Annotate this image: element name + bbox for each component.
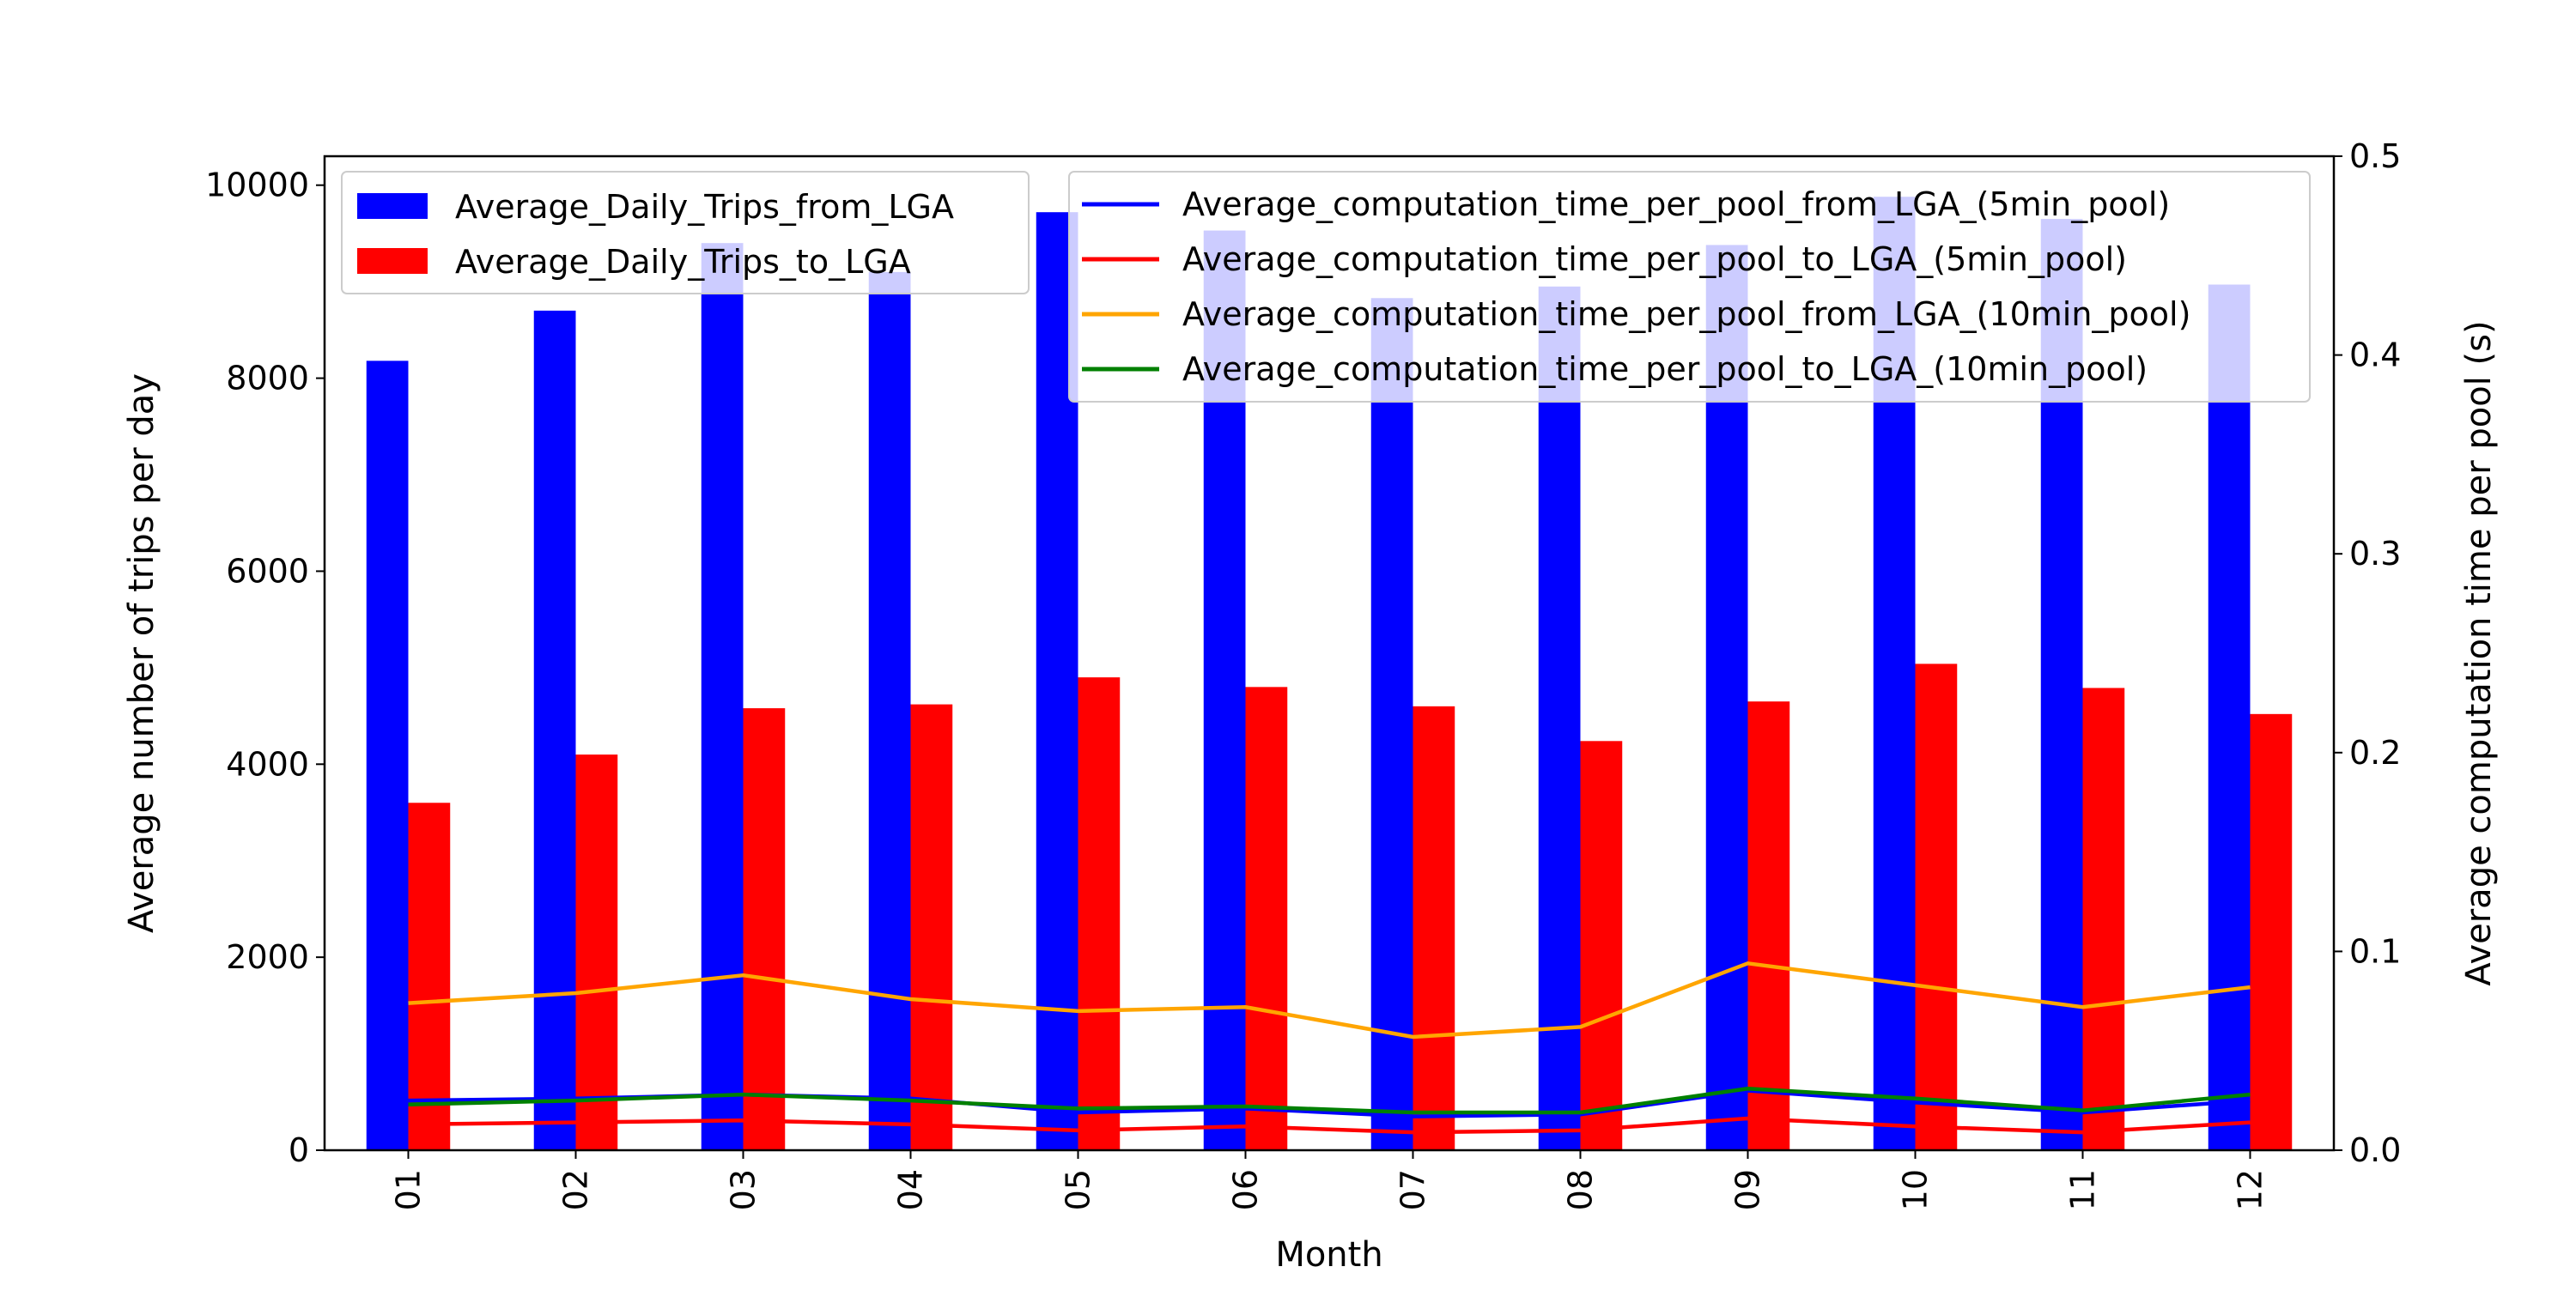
bar-from-lga-08 [1538, 286, 1581, 1150]
x-tick-label-10: 10 [1897, 1169, 1935, 1210]
legend-bars [341, 171, 1030, 294]
y-tick-label-0: 0 [289, 1131, 309, 1169]
bar-to-lga-05 [1078, 677, 1121, 1150]
x-tick-label-09: 09 [1729, 1169, 1767, 1210]
line-series-3 [408, 961, 2251, 1039]
plot-frame [323, 155, 2336, 1152]
y-tick-label-8000: 8000 [226, 360, 309, 397]
bar-from-lga-12 [2208, 284, 2251, 1150]
x-tick-label-01: 01 [390, 1169, 428, 1210]
legend-label-line-2: Average_computation_time_per_pool_to_LGA… [1182, 240, 2127, 278]
bar-from-lga-01 [366, 361, 409, 1150]
legend-label-bar-1: Average_Daily_Trips_from_LGA [455, 188, 954, 226]
x-tick-label-11: 11 [2064, 1169, 2102, 1210]
bar-from-lga-04 [868, 271, 911, 1151]
bar-to-lga-11 [2082, 688, 2125, 1150]
y-tick-label-10000: 10000 [205, 167, 309, 204]
legend-label-bar-2: Average_Daily_Trips_to_LGA [455, 243, 911, 281]
legend-swatch-bar-2 [357, 248, 428, 274]
bar-to-lga-09 [1747, 701, 1790, 1150]
y-tick-label-2000: 2000 [226, 938, 309, 976]
y-tick-label-6000: 6000 [226, 552, 309, 590]
y2-tick-label-0.3: 0.3 [2349, 535, 2401, 573]
x-tick-label-04: 04 [892, 1169, 930, 1210]
bar-to-lga-03 [743, 708, 786, 1150]
bar-from-lga-02 [533, 310, 576, 1150]
y-tick-label-4000: 4000 [226, 745, 309, 783]
x-tick-label-03: 03 [725, 1169, 762, 1210]
legend-label-line-3: Average_computation_time_per_pool_from_L… [1182, 295, 2190, 333]
x-tick-label-05: 05 [1060, 1169, 1097, 1210]
bar-to-lga-01 [408, 803, 451, 1150]
bar-to-lga-06 [1245, 687, 1288, 1150]
y-axis-label: Average number of trips per day [122, 373, 161, 933]
y2-tick-label-0.5: 0.5 [2349, 137, 2401, 175]
x-tick-label-02: 02 [557, 1169, 595, 1210]
x-axis-label: Month [1275, 1235, 1382, 1275]
y2-tick-label-0.4: 0.4 [2349, 336, 2401, 374]
legend-swatch-bar-1 [357, 193, 428, 219]
bar-to-lga-08 [1580, 741, 1623, 1150]
y2-tick-label-0.1: 0.1 [2349, 932, 2401, 970]
bar-to-lga-02 [575, 755, 618, 1150]
x-tick-label-06: 06 [1227, 1169, 1265, 1210]
legend-lines [1068, 171, 2311, 403]
bar-to-lga-07 [1413, 706, 1455, 1150]
line-series-2 [408, 1116, 2251, 1135]
bar-to-lga-04 [910, 704, 953, 1150]
legend-label-line-4: Average_computation_time_per_pool_to_LGA… [1182, 350, 2148, 388]
y2-tick-label-0.2: 0.2 [2349, 734, 2401, 772]
line-series-4 [408, 1086, 2251, 1115]
bar-from-lga-07 [1370, 298, 1413, 1151]
x-tick-label-12: 12 [2232, 1169, 2269, 1210]
bar-to-lga-10 [1915, 664, 1958, 1150]
legend-label-line-1: Average_computation_time_per_pool_from_L… [1182, 185, 2170, 223]
bar-to-lga-12 [2250, 713, 2293, 1150]
y2-tick-label-0.0: 0.0 [2349, 1131, 2401, 1169]
bar-from-lga-03 [701, 243, 744, 1151]
x-tick-label-07: 07 [1394, 1169, 1432, 1210]
x-tick-label-08: 08 [1562, 1169, 1600, 1210]
y2-axis-label: Average computation time per pool (s) [2459, 320, 2499, 985]
